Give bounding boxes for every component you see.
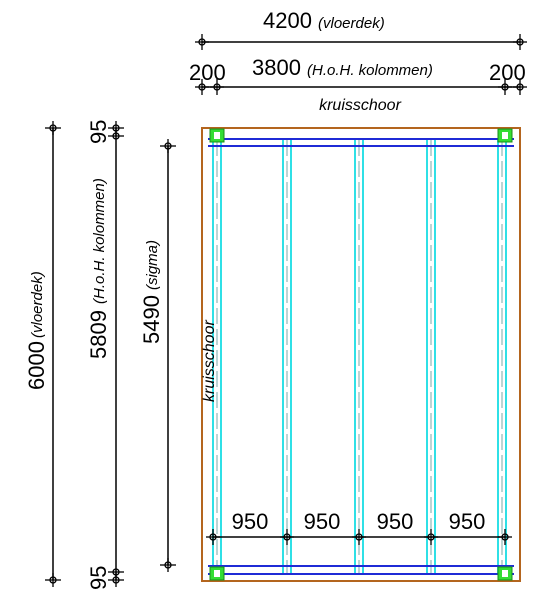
left-columns-value: 5809 [86, 310, 111, 359]
tick-mark [280, 529, 294, 545]
top-overall-note: (vloerdek) [318, 15, 385, 32]
tick-mark [160, 139, 176, 153]
column [209, 566, 225, 581]
beam-bottom [208, 565, 514, 575]
tick-mark [195, 79, 209, 95]
tick-mark [210, 79, 224, 95]
column [209, 128, 225, 143]
left-sigma-dimension: 5490 (sigma) [139, 139, 176, 572]
left-overall-value: 6000 [24, 341, 49, 390]
tick-mark [352, 529, 366, 545]
spacing-value: 950 [449, 509, 486, 534]
top-columns-value: 3800 [252, 55, 301, 80]
tick-mark [498, 529, 512, 545]
brace-label-side: kruisschoor [201, 320, 218, 402]
beam-top [208, 138, 514, 147]
joist [354, 140, 364, 574]
left-sigma-note: (sigma) [144, 240, 161, 290]
top-columns-note: (H.o.H. kolommen) [307, 62, 433, 79]
tick-mark [160, 558, 176, 572]
top-overall-value: 4200 [263, 8, 312, 33]
top-left-edge-value: 200 [189, 60, 226, 85]
tick-mark [45, 121, 61, 135]
top-overall-dimension: 4200 (vloerdek) [195, 8, 527, 50]
top-right-edge-value: 200 [489, 60, 526, 85]
tick-mark [513, 34, 527, 50]
left-top-edge-value: 95 [86, 120, 111, 144]
floor-plan: kruisschoor [201, 127, 521, 582]
tick-mark [424, 529, 438, 545]
joist [497, 140, 507, 574]
joist [426, 140, 436, 574]
left-overall-note: (vloerdek) [29, 271, 46, 338]
floor-deck-outline [201, 127, 521, 582]
spacing-value: 950 [304, 509, 341, 534]
tick-mark [108, 573, 124, 587]
tick-mark [498, 79, 512, 95]
joist [282, 140, 292, 574]
brace-label-top: kruisschoor [319, 97, 401, 114]
left-columns-note: (H.o.H. kolommen) [91, 178, 108, 304]
left-columns-dimension: 5809 (H.o.H. kolommen) 95 95 [86, 120, 124, 590]
spacing-value: 950 [377, 509, 414, 534]
tick-mark [195, 34, 209, 50]
left-sigma-value: 5490 [139, 295, 164, 344]
tick-mark [45, 573, 61, 587]
spacing-value: 950 [232, 509, 269, 534]
joist [212, 140, 222, 574]
column [497, 128, 513, 143]
top-columns-dimension: 200 3800 (H.o.H. kolommen) 200 [189, 55, 527, 95]
column [497, 566, 513, 581]
left-bottom-edge-value: 95 [86, 566, 111, 590]
left-overall-dimension: 6000 (vloerdek) [24, 121, 61, 587]
joists [212, 140, 507, 574]
bottom-spacing-dimension: 950 950 950 950 [206, 509, 512, 545]
tick-mark [108, 132, 124, 140]
joist-centerlines [216, 140, 503, 574]
tick-mark [206, 529, 220, 545]
tick-mark [513, 79, 527, 95]
